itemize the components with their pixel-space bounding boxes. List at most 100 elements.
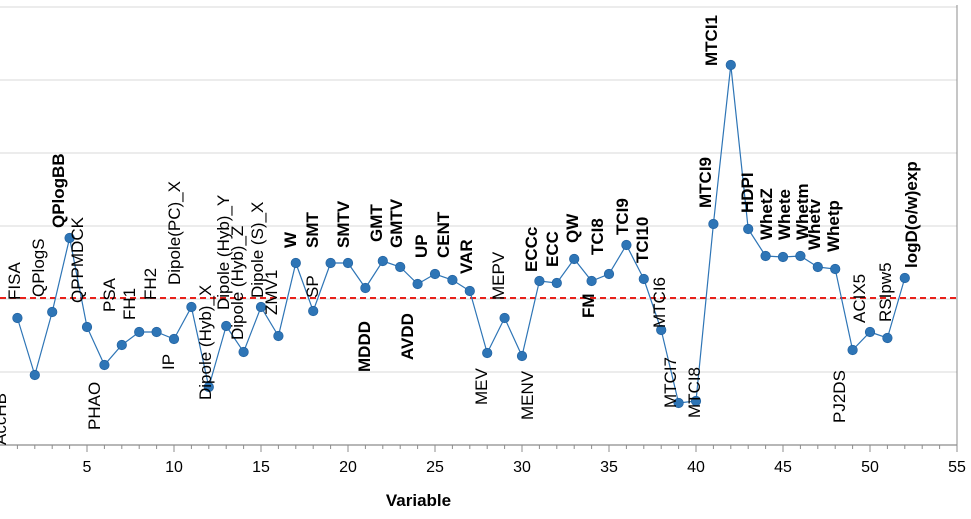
- point-label: QPPMDCK: [68, 216, 87, 303]
- x-tick-label: 5: [83, 459, 92, 476]
- data-point: [656, 324, 667, 336]
- point-label: MENV: [518, 370, 537, 420]
- point-label: TCI10: [633, 217, 652, 263]
- data-point: [482, 347, 493, 359]
- data-point: [586, 275, 597, 287]
- data-point: [360, 282, 371, 294]
- data-point: [777, 251, 789, 263]
- x-tick-label: 25: [426, 459, 444, 476]
- point-label: AccHB: [0, 393, 10, 445]
- data-point: [830, 263, 841, 275]
- x-tick-label: 20: [339, 459, 357, 476]
- data-point: [273, 330, 284, 342]
- series-line: [16, 64, 906, 404]
- point-label: ZMV1: [262, 270, 281, 315]
- point-label: W: [281, 231, 300, 248]
- point-label: FM: [579, 293, 598, 318]
- point-label: IP: [159, 354, 178, 370]
- data-point: [638, 273, 649, 285]
- point-label: Whete: [775, 189, 794, 240]
- point-label: UP: [412, 234, 431, 258]
- point-label: Whetm: [793, 183, 812, 240]
- data-point: [673, 397, 684, 409]
- point-label: Whetp: [824, 200, 843, 252]
- point-label: PSA: [100, 277, 119, 312]
- point-label: MTCI8: [685, 367, 704, 418]
- data-point: [569, 253, 580, 265]
- data-point: [743, 223, 754, 235]
- data-point: [238, 346, 249, 358]
- point-label: FH1: [120, 288, 139, 320]
- point-label: Dipole (Hyb)_Z: [228, 226, 247, 340]
- data-point: [308, 305, 319, 317]
- point-label: VAR: [457, 239, 476, 274]
- data-point: [864, 326, 876, 338]
- axes: [0, 5, 958, 452]
- data-point: [708, 218, 719, 230]
- x-tick-label: 10: [165, 459, 183, 476]
- point-label: FH2: [141, 268, 160, 300]
- x-tick-label: 45: [774, 459, 792, 476]
- point-label: WhetZ: [757, 188, 776, 240]
- point-label: GMTV: [387, 198, 406, 248]
- data-point: [429, 268, 441, 280]
- point-label: SMT: [303, 212, 322, 249]
- data-point: [168, 333, 180, 345]
- data-point: [847, 344, 858, 356]
- point-label: MDDD: [355, 321, 374, 372]
- data-point: [47, 306, 58, 318]
- point-label: ECCc: [522, 227, 541, 272]
- x-axis-title: Variable: [386, 491, 451, 510]
- x-tick-label: 40: [687, 459, 705, 476]
- point-label: TCI9: [613, 198, 632, 235]
- series-polyline: [16, 64, 906, 404]
- data-point: [116, 339, 127, 351]
- data-point: [134, 326, 145, 338]
- x-tick-label: 55: [948, 459, 966, 476]
- data-point: [795, 250, 806, 262]
- point-label: SP: [303, 275, 322, 298]
- data-point: [186, 301, 197, 313]
- data-point: [760, 250, 771, 262]
- x-tick-label: 35: [600, 459, 618, 476]
- data-point: [882, 332, 893, 344]
- point-label: MEPV: [489, 251, 508, 300]
- point-label: MEV: [472, 368, 491, 406]
- data-point: [499, 312, 510, 324]
- data-point: [621, 239, 632, 251]
- data-point: [290, 257, 301, 269]
- data-point: [447, 274, 458, 286]
- point-label: HDPI: [738, 172, 757, 213]
- point-label: FISA: [5, 262, 24, 300]
- point-label: ACIX5: [850, 274, 869, 323]
- data-point: [325, 257, 336, 269]
- data-point: [551, 277, 562, 289]
- data-point: [603, 268, 615, 280]
- data-point: [812, 261, 823, 273]
- data-points: [12, 59, 910, 409]
- data-point: [690, 395, 702, 407]
- data-point: [151, 326, 162, 338]
- point-label: PJ2DS: [830, 370, 849, 423]
- data-point: [203, 381, 214, 393]
- data-point: [81, 321, 93, 333]
- point-label: RSIpw5: [876, 262, 895, 322]
- data-point: [342, 257, 354, 269]
- point-label: MTCI6: [650, 277, 669, 328]
- point-label: Dipole (Hyb)_Y: [214, 195, 233, 310]
- data-point: [99, 359, 110, 371]
- x-tick-label: 15: [252, 459, 270, 476]
- data-point: [255, 301, 267, 313]
- point-label: Dipole (S)_X: [248, 202, 267, 298]
- data-point: [464, 285, 475, 297]
- point-label: TCI8: [588, 218, 607, 255]
- point-label: AVDD: [398, 313, 417, 360]
- point-label: GMT: [367, 204, 386, 242]
- data-point: [64, 232, 75, 244]
- data-point: [395, 261, 406, 273]
- data-point: [534, 275, 545, 287]
- data-point: [899, 272, 910, 284]
- point-label: Whetv: [805, 198, 824, 250]
- data-point: [516, 350, 528, 362]
